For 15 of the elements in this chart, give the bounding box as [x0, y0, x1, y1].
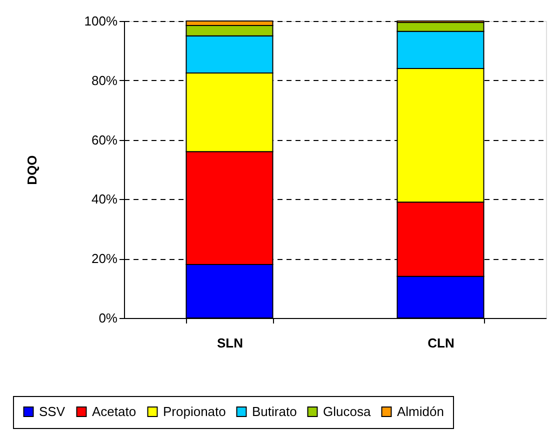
legend-label: Butirato — [252, 404, 297, 419]
y-tick-label: 80% — [91, 72, 118, 88]
y-tick-label: 20% — [91, 251, 118, 266]
y-tick-label: 60% — [91, 132, 118, 148]
legend-label: Almidón — [397, 404, 444, 419]
x-tick-label: SLN — [217, 336, 243, 350]
y-tick-label: 40% — [91, 192, 118, 207]
legend-label: Acetato — [92, 404, 136, 419]
y-tick-label: 0% — [98, 310, 118, 326]
x-tick-label: CLN — [428, 336, 454, 350]
y-axis-title: DQO — [24, 155, 40, 185]
legend-label: Propionato — [163, 404, 226, 419]
legend-label: SSV — [39, 404, 66, 419]
legend-label: Glucosa — [323, 404, 372, 419]
y-tick-label: 100% — [84, 14, 118, 28]
